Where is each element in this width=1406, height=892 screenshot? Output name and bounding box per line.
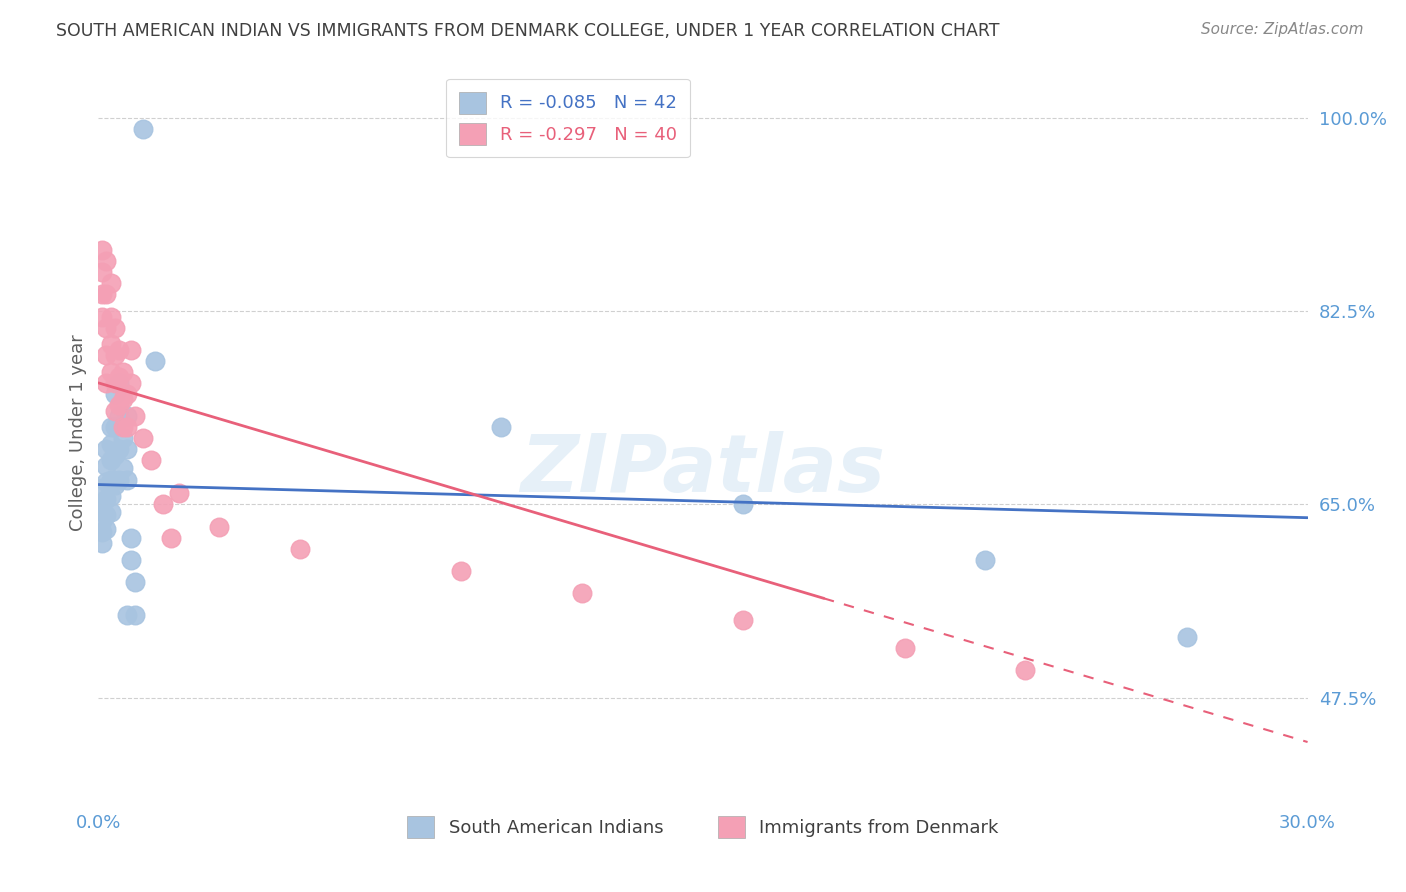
Point: [120, 531, 142, 545]
Point: [103, 320, 125, 334]
Point: [152, 498, 174, 512]
Point: [91, 524, 114, 539]
Point: [120, 552, 142, 566]
Point: [115, 607, 138, 622]
Point: [100, 505, 122, 519]
Point: [107, 409, 129, 423]
Point: [91, 481, 114, 495]
Text: Source: ZipAtlas.com: Source: ZipAtlas.com: [1201, 22, 1364, 37]
Point: [91, 514, 114, 528]
Point: [107, 370, 129, 384]
Point: [100, 453, 122, 467]
Point: [120, 376, 142, 390]
Point: [115, 387, 138, 401]
Point: [107, 398, 129, 412]
Point: [91, 498, 114, 512]
Point: [115, 442, 138, 457]
Point: [111, 431, 134, 445]
Point: [103, 448, 125, 462]
Point: [100, 420, 122, 434]
Point: [167, 486, 190, 500]
Point: [103, 403, 125, 417]
Point: [288, 541, 311, 556]
Point: [100, 277, 122, 291]
Point: [571, 586, 593, 600]
Point: [100, 473, 122, 487]
Point: [124, 607, 146, 622]
Y-axis label: College, Under 1 year: College, Under 1 year: [69, 334, 87, 531]
Legend: South American Indians, Immigrants from Denmark: South American Indians, Immigrants from …: [401, 809, 1005, 846]
Point: [132, 121, 155, 136]
Point: [143, 353, 166, 368]
Point: [1014, 663, 1036, 677]
Point: [107, 473, 129, 487]
Point: [96, 458, 118, 473]
Point: [491, 420, 513, 434]
Point: [103, 376, 125, 390]
Point: [96, 320, 118, 334]
Point: [107, 376, 129, 390]
Point: [96, 442, 118, 457]
Point: [107, 442, 129, 457]
Text: SOUTH AMERICAN INDIAN VS IMMIGRANTS FROM DENMARK COLLEGE, UNDER 1 YEAR CORRELATI: SOUTH AMERICAN INDIAN VS IMMIGRANTS FROM…: [56, 22, 1000, 40]
Point: [124, 574, 146, 589]
Point: [160, 531, 183, 545]
Point: [96, 491, 118, 506]
Point: [115, 473, 138, 487]
Point: [974, 552, 997, 566]
Point: [103, 387, 125, 401]
Point: [111, 392, 134, 407]
Point: [139, 453, 162, 467]
Point: [91, 265, 114, 279]
Point: [107, 343, 129, 357]
Point: [100, 310, 122, 324]
Point: [111, 365, 134, 379]
Point: [91, 287, 114, 301]
Point: [733, 498, 755, 512]
Point: [91, 310, 114, 324]
Point: [100, 436, 122, 450]
Point: [733, 614, 755, 628]
Point: [115, 409, 138, 423]
Point: [96, 522, 118, 536]
Point: [208, 519, 231, 533]
Point: [103, 348, 125, 362]
Text: ZIPatlas: ZIPatlas: [520, 431, 886, 508]
Point: [91, 503, 114, 517]
Point: [115, 420, 138, 434]
Point: [96, 254, 118, 268]
Point: [111, 461, 134, 475]
Point: [100, 489, 122, 503]
Point: [111, 420, 134, 434]
Point: [103, 420, 125, 434]
Point: [100, 365, 122, 379]
Point: [96, 508, 118, 523]
Point: [96, 287, 118, 301]
Point: [893, 641, 915, 656]
Point: [91, 536, 114, 550]
Point: [124, 409, 146, 423]
Point: [91, 244, 114, 258]
Point: [450, 564, 472, 578]
Point: [96, 475, 118, 490]
Point: [132, 431, 155, 445]
Point: [96, 376, 118, 390]
Point: [100, 337, 122, 351]
Point: [96, 348, 118, 362]
Point: [120, 343, 142, 357]
Point: [103, 477, 125, 491]
Point: [1175, 630, 1198, 644]
